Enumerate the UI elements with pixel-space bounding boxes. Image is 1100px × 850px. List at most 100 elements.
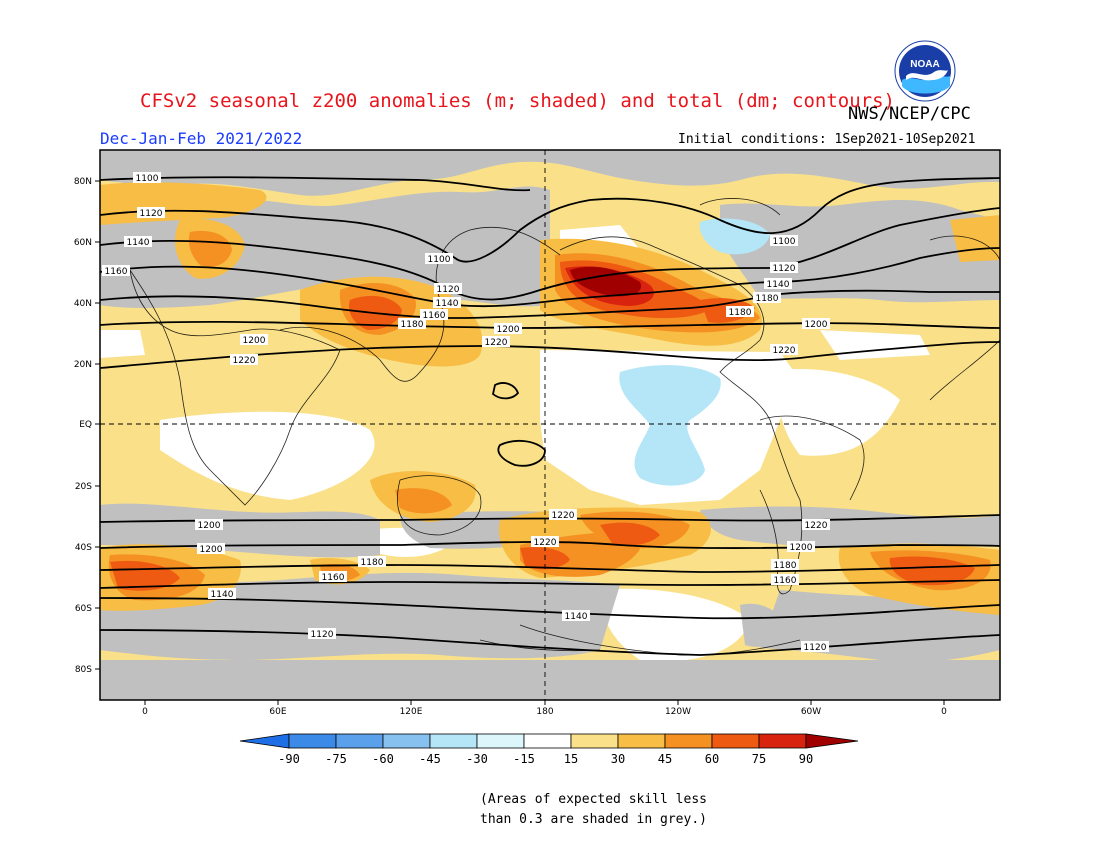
colorbar-tick: 30 bbox=[611, 752, 625, 766]
svg-text:1220: 1220 bbox=[534, 538, 557, 548]
lat-tick: 40N bbox=[74, 299, 100, 309]
contour-label: 1220 bbox=[549, 509, 577, 521]
longitude-axis: 0 60E 120E 180 120W 60W 0 bbox=[142, 700, 947, 717]
map-title: CFSv2 seasonal z200 anomalies (m; shaded… bbox=[140, 90, 895, 112]
contour-label: 1120 bbox=[434, 283, 462, 295]
colorbar-tick: 45 bbox=[658, 752, 672, 766]
svg-text:40S: 40S bbox=[75, 543, 92, 553]
svg-text:1160: 1160 bbox=[322, 573, 345, 583]
svg-text:1220: 1220 bbox=[233, 356, 256, 366]
contour-label: 1180 bbox=[358, 556, 386, 568]
colorbar-tick: -45 bbox=[419, 752, 441, 766]
contour-label: 1160 bbox=[102, 265, 130, 277]
lat-tick: 80S bbox=[75, 665, 100, 675]
svg-text:1120: 1120 bbox=[311, 630, 334, 640]
svg-text:120W: 120W bbox=[665, 707, 691, 717]
contour-label: 1100 bbox=[133, 172, 161, 184]
colorbar-tick: -75 bbox=[325, 752, 347, 766]
colorbar-tick: -90 bbox=[278, 752, 300, 766]
contour-label: 1140 bbox=[562, 610, 590, 622]
contour-label: 1200 bbox=[494, 323, 522, 335]
svg-text:1120: 1120 bbox=[773, 264, 796, 274]
colorbar-tick: 60 bbox=[705, 752, 719, 766]
svg-text:60S: 60S bbox=[75, 604, 92, 614]
svg-text:0: 0 bbox=[941, 707, 947, 717]
svg-text:1140: 1140 bbox=[211, 590, 234, 600]
lat-tick: 20S bbox=[75, 482, 100, 492]
anomaly-over-90 bbox=[570, 266, 642, 297]
contour-labels: 1100 1120 1140 1160 1180 1200 1220 1100 … bbox=[102, 172, 830, 653]
svg-text:80S: 80S bbox=[75, 665, 92, 675]
contour-label: 1140 bbox=[208, 588, 236, 600]
svg-text:1160: 1160 bbox=[105, 267, 128, 277]
negative-anomalies bbox=[619, 218, 770, 486]
map-frame bbox=[99, 149, 1001, 701]
contour-label: 1180 bbox=[398, 318, 426, 330]
skill-note-line: than 0.3 are shaded in grey.) bbox=[480, 812, 707, 827]
contour-label: 1180 bbox=[726, 306, 754, 318]
colorbar-tick: 75 bbox=[752, 752, 766, 766]
svg-text:1180: 1180 bbox=[361, 558, 384, 568]
contour-label: 1160 bbox=[771, 574, 799, 586]
lon-tick: 60W bbox=[801, 700, 821, 717]
contour-label: 1220 bbox=[230, 354, 258, 366]
contour-label: 1220 bbox=[802, 519, 830, 531]
svg-text:1160: 1160 bbox=[423, 311, 446, 321]
svg-text:1180: 1180 bbox=[401, 320, 424, 330]
colorbar-swatches bbox=[239, 733, 859, 749]
contour-label: 1140 bbox=[433, 297, 461, 309]
colorbar: -90 -75 -60 -45 -30 -15 15 30 45 60 75 9… bbox=[239, 733, 859, 766]
contour-label: 1120 bbox=[137, 207, 165, 219]
colorbar-ticks: -90 -75 -60 -45 -30 -15 15 30 45 60 75 9… bbox=[278, 752, 813, 766]
svg-text:1100: 1100 bbox=[773, 237, 796, 247]
contour-label: 1200 bbox=[787, 541, 815, 553]
svg-text:1200: 1200 bbox=[200, 545, 223, 555]
contour-label: 1160 bbox=[420, 309, 448, 321]
lon-tick: 0 bbox=[941, 700, 947, 717]
contour-label: 1200 bbox=[240, 334, 268, 346]
skill-note-line: (Areas of expected skill less bbox=[480, 792, 707, 807]
svg-text:120E: 120E bbox=[400, 707, 423, 717]
svg-text:1200: 1200 bbox=[805, 320, 828, 330]
contour-label: 1220 bbox=[531, 536, 559, 548]
lat-tick: 40S bbox=[75, 543, 100, 553]
svg-text:NOAA: NOAA bbox=[910, 59, 939, 70]
svg-text:60W: 60W bbox=[801, 707, 821, 717]
contour-label: 1220 bbox=[770, 344, 798, 356]
svg-text:1220: 1220 bbox=[485, 338, 508, 348]
lon-tick: 120E bbox=[400, 700, 423, 717]
latitude-axis: 80N 60N 40N 20N EQ 20S 40S 60S 80S bbox=[74, 177, 100, 675]
contour-label: 1140 bbox=[124, 236, 152, 248]
svg-text:1100: 1100 bbox=[428, 255, 451, 265]
lat-tick: 60N bbox=[74, 238, 100, 248]
svg-text:1100: 1100 bbox=[136, 174, 159, 184]
lat-tick: 20N bbox=[74, 360, 100, 370]
colorbar-tick: 15 bbox=[564, 752, 578, 766]
lon-tick: 120W bbox=[665, 700, 691, 717]
svg-text:60N: 60N bbox=[74, 238, 92, 248]
skill-note: (Areas of expected skill less than 0.3 a… bbox=[480, 790, 740, 830]
svg-text:1180: 1180 bbox=[729, 308, 752, 318]
colorbar-tick: 90 bbox=[799, 752, 813, 766]
lat-tick: EQ bbox=[79, 420, 100, 430]
initial-conditions: Initial conditions: 1Sep2021-10Sep2021 bbox=[678, 132, 976, 147]
contour-label: 1160 bbox=[319, 571, 347, 583]
svg-text:80N: 80N bbox=[74, 177, 92, 187]
svg-text:1220: 1220 bbox=[805, 521, 828, 531]
svg-text:1220: 1220 bbox=[773, 346, 796, 356]
svg-text:1180: 1180 bbox=[756, 294, 779, 304]
svg-text:0: 0 bbox=[142, 707, 148, 717]
svg-text:1140: 1140 bbox=[767, 280, 790, 290]
height-contours bbox=[100, 176, 1000, 656]
svg-text:1140: 1140 bbox=[565, 612, 588, 622]
contour-label: 1200 bbox=[802, 318, 830, 330]
lon-tick: 180 bbox=[536, 700, 554, 717]
svg-text:40N: 40N bbox=[74, 299, 92, 309]
svg-text:1200: 1200 bbox=[243, 336, 266, 346]
contour-label: 1120 bbox=[770, 262, 798, 274]
svg-text:1200: 1200 bbox=[497, 325, 520, 335]
svg-text:1160: 1160 bbox=[774, 576, 797, 586]
svg-text:60E: 60E bbox=[269, 707, 286, 717]
svg-text:180: 180 bbox=[536, 707, 553, 717]
